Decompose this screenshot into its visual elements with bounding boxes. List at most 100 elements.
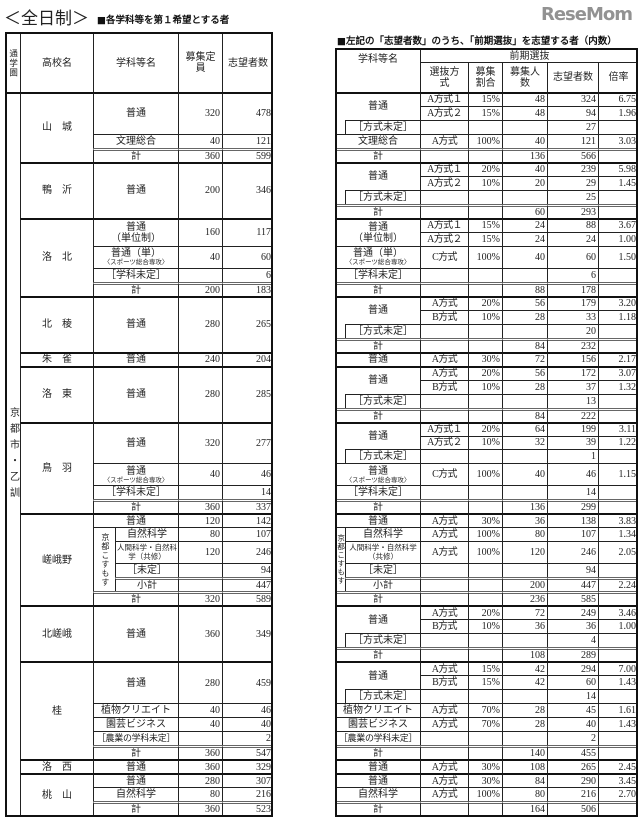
right-dept-name: ［方式未定］ <box>345 119 420 134</box>
applicants-cell: 293 <box>547 203 598 218</box>
name-text: 計 <box>131 748 141 760</box>
left-quota-cell: 360 <box>178 605 222 662</box>
applicants-cell: 6 <box>547 267 598 282</box>
ratio-cell <box>468 499 502 514</box>
school-name: 北 稜 <box>20 295 93 352</box>
header-rate: 倍率 <box>598 62 638 92</box>
right-dept-name: 計 <box>335 337 420 352</box>
quota-cell: 80 <box>502 787 547 801</box>
quota-cell: 40 <box>502 161 547 176</box>
applicants-cell: 14 <box>547 485 598 500</box>
method-cell: A方式 <box>420 513 468 528</box>
rate-cell: 1.45 <box>598 175 638 190</box>
quota-cell: 200 <box>502 577 547 592</box>
left-applicants-cell: 589 <box>222 591 273 606</box>
name-text: ［方式未定］ <box>353 395 413 407</box>
quota-cell: 32 <box>502 435 547 450</box>
quota-cell: 56 <box>502 365 547 380</box>
rate-cell: 1.61 <box>598 703 638 718</box>
method-cell <box>420 281 468 296</box>
applicants-cell: 222 <box>547 407 598 422</box>
ratio-cell: 20% <box>468 161 502 176</box>
rate-cell: 3.03 <box>598 133 638 148</box>
applicants-cell: 94 <box>547 563 598 578</box>
left-applicants-cell: 2 <box>222 731 273 746</box>
ratio-cell <box>468 633 502 648</box>
right-dept-name: ［方式未定］ <box>345 449 420 464</box>
quota-cell: 136 <box>502 147 547 162</box>
school-name: 鴨 沂 <box>20 161 93 218</box>
name-text: 普通 <box>126 437 146 449</box>
name-text: ［方式未定］ <box>353 325 413 337</box>
rate-cell: 3.67 <box>598 217 638 232</box>
rate-cell: 1.43 <box>598 675 638 690</box>
method-cell <box>420 147 468 162</box>
method-cell <box>420 119 468 134</box>
ratio-cell: 15% <box>468 92 502 106</box>
left-applicants-cell: 329 <box>222 759 273 774</box>
name-text: 植物クリエイト <box>101 705 171 717</box>
rate-cell <box>598 689 638 704</box>
quota-cell: 236 <box>502 591 547 606</box>
note-text: 〈スポーツ総合専攻〉 <box>345 259 411 267</box>
right-dept-name: 文理総合 <box>335 133 420 148</box>
applicants-cell: 60 <box>547 245 598 268</box>
left-applicants-cell: 14 <box>222 485 273 500</box>
rate-cell: 2.45 <box>598 759 638 774</box>
method-cell <box>420 801 468 815</box>
rate-cell <box>598 147 638 162</box>
method-cell: A方式１ <box>420 217 468 232</box>
school-name: 山 城 <box>20 92 93 162</box>
name-text: 普通 <box>368 775 388 787</box>
left-dept-name: 普通 <box>93 605 178 662</box>
name-text: 計 <box>131 150 141 162</box>
left-dept-name: 普通（単） 〈スポーツ総合専攻〉 <box>93 245 178 268</box>
right-dept-name: 計 <box>335 499 420 514</box>
left-dept-name: 普通 <box>93 161 178 218</box>
rate-cell: 6.75 <box>598 92 638 106</box>
name-text: ［学科未定］ <box>106 487 166 499</box>
right-dept-name: ［方式未定］ <box>345 323 420 338</box>
name-text: 普通 <box>368 101 388 113</box>
applicants-cell: 20 <box>547 323 598 338</box>
name-text: 計 <box>373 340 383 352</box>
ratio-cell: 10% <box>468 175 502 190</box>
left-quota-cell: 280 <box>178 773 222 788</box>
left-quota-cell: 320 <box>178 591 222 606</box>
left-dept-name: 文理総合 <box>93 133 178 148</box>
quota-cell: 20 <box>502 175 547 190</box>
method-cell: A方式 <box>420 661 468 676</box>
quota-cell: 40 <box>502 133 547 148</box>
quota-cell <box>502 393 547 408</box>
method-cell: A方式２ <box>420 231 468 246</box>
rate-cell: 2.17 <box>598 351 638 366</box>
left-quota-cell: 360 <box>178 745 222 760</box>
applicants-cell: 24 <box>547 231 598 246</box>
name-text: 計 <box>373 410 383 422</box>
method-cell: A方式 <box>420 527 468 542</box>
name-text: ［方式未定］ <box>353 191 413 203</box>
ratio-cell <box>468 267 502 282</box>
right-dept-name: 計 <box>335 591 420 606</box>
applicants-cell: 199 <box>547 421 598 436</box>
header-applicants: 志望者数 <box>547 62 598 92</box>
applicants-cell: 94 <box>547 105 598 120</box>
quota-cell: 84 <box>502 407 547 422</box>
quota-cell: 72 <box>502 605 547 620</box>
applicants-cell: 33 <box>547 309 598 324</box>
school-name: 嵯峨野 <box>20 513 93 606</box>
left-dept-name: ［未定］ <box>115 563 178 578</box>
quota-cell: 60 <box>502 203 547 218</box>
name-text: ［学科未定］ <box>348 269 408 281</box>
rate-cell <box>598 731 638 746</box>
quota-cell <box>502 449 547 464</box>
left-table-caption: ■各学科等を第１希望とする者 <box>97 15 230 26</box>
rate-cell: 3.20 <box>598 295 638 310</box>
method-cell: A方式 <box>420 365 468 380</box>
method-cell: A方式 <box>420 773 468 788</box>
left-quota-cell <box>178 485 222 500</box>
rate-cell <box>598 267 638 282</box>
applicants-cell: 324 <box>547 92 598 106</box>
school-name: 桃 山 <box>20 773 93 815</box>
left-dept-name: 普通 <box>93 759 178 774</box>
